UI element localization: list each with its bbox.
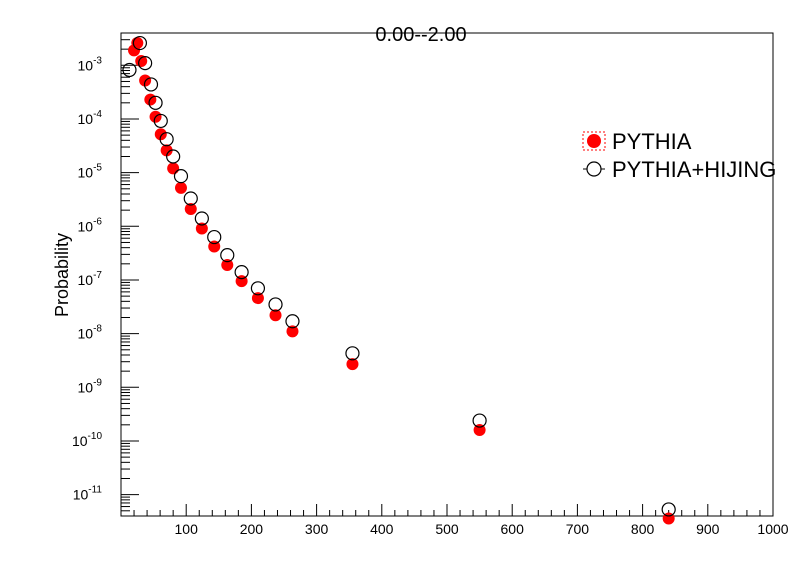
filled-data-point <box>208 240 221 253</box>
y-tick-exponent: -7 <box>93 270 102 281</box>
y-tick-base: 10 <box>78 272 94 288</box>
y-tick-exponent: -9 <box>93 377 102 388</box>
filled-data-point <box>154 128 167 141</box>
y-tick-label: 10-11 <box>73 485 103 503</box>
x-tick-label: 800 <box>631 521 655 537</box>
open-data-point <box>166 149 181 164</box>
open-data-point <box>153 113 168 129</box>
x-tick-label: 600 <box>501 521 525 537</box>
filled-data-point <box>221 259 234 272</box>
y-tick-label: 10-6 <box>78 216 103 234</box>
open-data-point <box>250 281 266 296</box>
y-tick-base: 10 <box>78 218 94 234</box>
y-tick-base: 10 <box>78 111 94 127</box>
open-data-point <box>207 229 222 245</box>
series-0 <box>128 37 675 525</box>
open-data-point <box>234 265 249 280</box>
filled-data-point <box>174 181 187 194</box>
y-tick-base: 10 <box>78 57 94 73</box>
filled-data-point <box>473 424 486 437</box>
x-tick-label: 500 <box>435 521 459 537</box>
y-tick-label: 10-10 <box>72 431 102 449</box>
open-data-point <box>143 77 159 92</box>
y-tick-label: 10-4 <box>78 109 103 127</box>
open-data-point <box>472 413 487 428</box>
open-data-point <box>173 169 189 184</box>
open-data-point <box>220 248 235 263</box>
filled-data-point <box>251 292 264 305</box>
x-tick-label: 1000 <box>757 521 788 537</box>
y-tick-base: 10 <box>78 379 94 395</box>
x-tick-label: 300 <box>305 521 329 537</box>
open-data-point <box>138 55 153 71</box>
open-data-point <box>661 502 676 517</box>
x-axis: 100 200 300 400 500 600 700 800 900 1000 <box>133 504 789 537</box>
y-tick-exponent: -3 <box>93 55 102 66</box>
filled-data-point <box>346 358 359 371</box>
y-tick-label: 10-9 <box>78 377 103 395</box>
open-data-point <box>122 62 137 78</box>
y-tick-base: 10 <box>72 433 88 449</box>
open-data-point <box>285 314 300 329</box>
open-data-point <box>183 191 198 206</box>
open-data-point <box>194 211 209 226</box>
y-tick-exponent: -10 <box>88 431 103 442</box>
legend: PYTHIA PYTHIA+HIJING <box>582 129 776 182</box>
y-tick-label: 10-7 <box>78 270 103 288</box>
y-tick-base: 10 <box>78 326 94 342</box>
y-tick-base: 10 <box>73 487 89 503</box>
legend-marker-filled <box>587 134 601 148</box>
legend-label: PYTHIA <box>612 129 692 154</box>
y-tick-exponent: -5 <box>93 163 102 174</box>
open-data-point <box>345 346 360 361</box>
chart-title: 0.00--2.00 <box>375 24 466 46</box>
y-tick-base: 10 <box>78 165 94 181</box>
series-1 <box>122 35 676 517</box>
y-axis-label: Probability <box>52 233 72 317</box>
filled-data-point <box>195 222 208 235</box>
y-tick-exponent: -4 <box>93 109 102 120</box>
x-tick-label: 100 <box>175 521 199 537</box>
open-data-point <box>159 132 174 147</box>
filled-data-point <box>184 203 197 216</box>
y-tick-exponent: -11 <box>88 485 102 496</box>
filled-data-point <box>160 144 173 157</box>
legend-label: PYTHIA+HIJING <box>612 157 776 182</box>
filled-data-point <box>269 309 282 322</box>
filled-data-point <box>286 325 299 338</box>
plot-frame <box>120 32 774 517</box>
open-data-point <box>132 35 148 51</box>
y-tick-label: 10-5 <box>78 163 103 181</box>
open-data-point <box>268 297 283 312</box>
x-tick-label: 200 <box>240 521 264 537</box>
data-series <box>122 35 676 525</box>
y-tick-label: 10-3 <box>78 55 103 73</box>
open-data-point <box>148 95 163 110</box>
x-tick-label: 900 <box>696 521 720 537</box>
filled-data-point <box>167 162 180 175</box>
y-tick-exponent: -8 <box>93 324 102 335</box>
x-tick-label: 400 <box>370 521 394 537</box>
y-tick-label: 10-8 <box>78 324 103 342</box>
x-tick-label: 700 <box>566 521 590 537</box>
y-tick-exponent: -6 <box>93 216 102 227</box>
legend-marker-open <box>586 161 602 177</box>
